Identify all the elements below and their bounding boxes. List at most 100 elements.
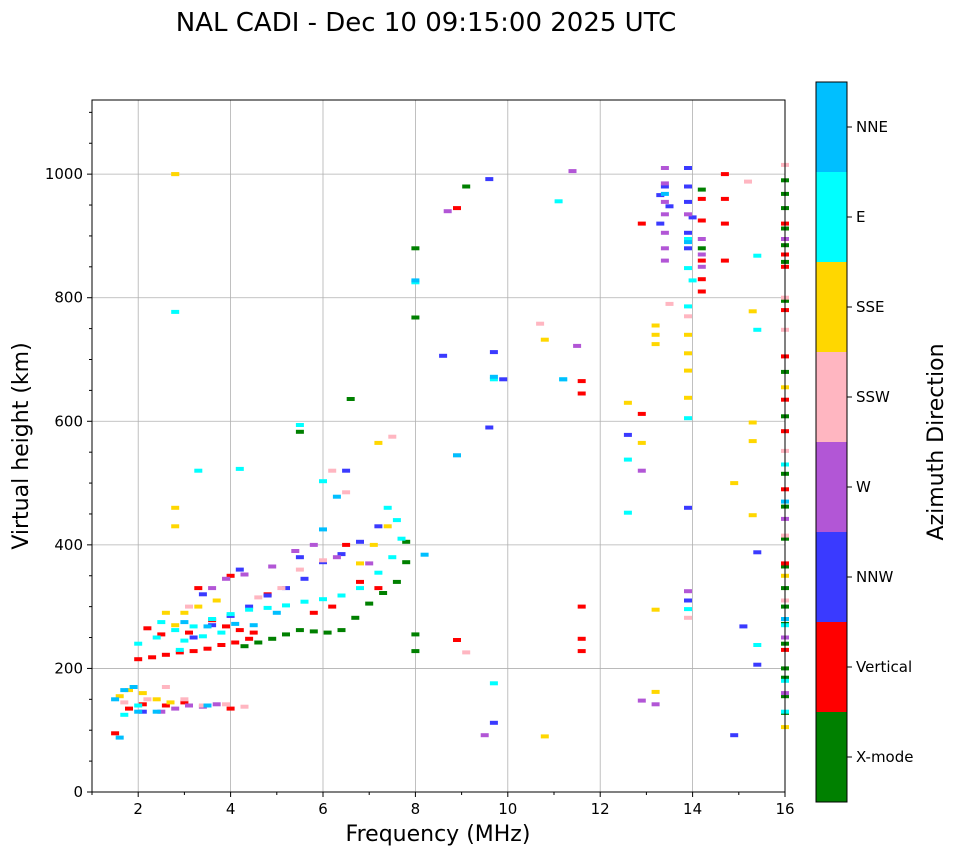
data-point-vertical bbox=[577, 391, 586, 396]
data-point-w bbox=[212, 702, 221, 707]
data-point-nne bbox=[203, 703, 212, 708]
data-point-e bbox=[134, 703, 143, 708]
data-point-sse bbox=[684, 368, 692, 373]
data-point-nne bbox=[660, 191, 669, 196]
data-point-xmode bbox=[309, 629, 318, 634]
data-point-vertical bbox=[720, 221, 729, 226]
data-point-xmode bbox=[323, 630, 332, 635]
data-point-e bbox=[226, 612, 235, 617]
y-axis-label: Virtual height (km) bbox=[9, 342, 34, 549]
data-point-ssw bbox=[254, 595, 263, 600]
data-point-w bbox=[171, 706, 180, 711]
data-point-sse bbox=[138, 691, 147, 696]
data-point-vertical bbox=[309, 610, 318, 615]
data-point-vertical bbox=[175, 650, 184, 655]
colorbar: X-mode Vertical NNW W SSW SSE E NNE bbox=[815, 81, 913, 803]
data-point-xmode bbox=[402, 560, 411, 565]
data-point-nnw bbox=[684, 598, 692, 603]
data-point-xmode bbox=[337, 628, 346, 633]
data-point-xmode bbox=[379, 591, 388, 595]
data-point-sse bbox=[171, 524, 180, 529]
data-point-nne bbox=[115, 735, 124, 740]
data-point-e bbox=[684, 416, 692, 421]
data-point-vertical bbox=[356, 579, 364, 584]
data-point-e bbox=[319, 479, 327, 484]
data-point-ssw bbox=[143, 697, 152, 702]
data-point-vertical bbox=[328, 604, 337, 609]
colorbar-label: Azimuth Direction bbox=[924, 343, 949, 540]
data-point-sse bbox=[651, 323, 660, 328]
data-point-nnw bbox=[138, 709, 147, 714]
data-point-vertical bbox=[143, 626, 152, 631]
data-point-sse bbox=[212, 598, 221, 603]
data-point-nnw bbox=[282, 586, 290, 591]
data-point-nnw bbox=[300, 576, 309, 581]
x-tick-label: 6 bbox=[318, 800, 328, 818]
data-point-nne bbox=[411, 278, 420, 283]
data-point-nne bbox=[134, 709, 143, 714]
colorbar-segment-w bbox=[816, 442, 847, 532]
x-tick-label: 8 bbox=[411, 800, 421, 818]
data-point-vertical bbox=[697, 277, 706, 282]
data-point-vertical bbox=[194, 586, 203, 591]
data-point-nnw bbox=[684, 199, 692, 204]
data-point-e bbox=[134, 641, 143, 646]
data-point-xmode bbox=[254, 640, 263, 645]
data-point-nnw bbox=[623, 432, 632, 437]
plot-frame bbox=[91, 99, 786, 793]
x-tick-label: 16 bbox=[775, 800, 794, 818]
data-point-ssw bbox=[665, 301, 674, 306]
data-point-e bbox=[180, 638, 189, 643]
data-point-nnw bbox=[660, 184, 669, 189]
data-point-nnw bbox=[198, 592, 207, 597]
colorbar-segment-e bbox=[816, 172, 847, 262]
data-point-xmode bbox=[411, 315, 420, 320]
data-point-nne bbox=[203, 624, 212, 629]
data-point-w bbox=[660, 246, 669, 251]
data-point-nnw bbox=[439, 353, 448, 358]
data-point-nne bbox=[152, 709, 161, 714]
data-point-sse bbox=[684, 351, 692, 356]
data-point-vertical bbox=[231, 640, 240, 645]
colorbar-segment-nnw bbox=[816, 532, 847, 622]
data-point-vertical bbox=[577, 636, 586, 641]
data-point-nnw bbox=[730, 733, 739, 738]
data-point-vertical bbox=[125, 706, 133, 711]
data-point-e bbox=[489, 681, 498, 686]
data-point-vertical bbox=[577, 379, 586, 384]
data-point-e bbox=[152, 635, 161, 640]
data-point-vertical bbox=[697, 289, 706, 294]
data-point-w bbox=[697, 252, 706, 257]
data-point-vertical bbox=[226, 573, 235, 578]
data-point-w bbox=[309, 542, 318, 547]
data-point-xmode bbox=[365, 601, 374, 606]
data-point-vertical bbox=[697, 258, 706, 263]
data-point-vertical bbox=[226, 706, 235, 711]
data-point-nnw bbox=[356, 539, 364, 544]
data-point-nne bbox=[489, 374, 498, 379]
data-point-sse bbox=[540, 337, 549, 342]
data-point-ssw bbox=[342, 490, 351, 495]
data-point-e bbox=[337, 593, 346, 598]
data-point-nne bbox=[319, 527, 327, 532]
data-point-nnw bbox=[337, 552, 346, 557]
data-point-w bbox=[651, 702, 660, 707]
colorbar-tick-label: E bbox=[856, 208, 865, 226]
data-point-nnw bbox=[753, 550, 762, 555]
data-point-sse bbox=[651, 332, 660, 337]
data-point-ssw bbox=[328, 468, 337, 473]
data-point-e bbox=[753, 643, 762, 647]
data-point-w bbox=[660, 212, 669, 217]
data-point-vertical bbox=[245, 636, 254, 641]
y-tick-label: 600 bbox=[54, 412, 83, 430]
data-point-nne bbox=[684, 240, 692, 245]
data-point-sse bbox=[540, 734, 549, 739]
data-point-ssw bbox=[222, 702, 230, 707]
data-point-e bbox=[235, 466, 244, 471]
data-point-nnw bbox=[684, 184, 692, 189]
data-point-w bbox=[573, 343, 582, 348]
data-point-xmode bbox=[295, 628, 304, 633]
data-point-nnw bbox=[208, 623, 217, 628]
data-point-sse bbox=[161, 610, 170, 615]
data-point-ssw bbox=[744, 179, 752, 184]
